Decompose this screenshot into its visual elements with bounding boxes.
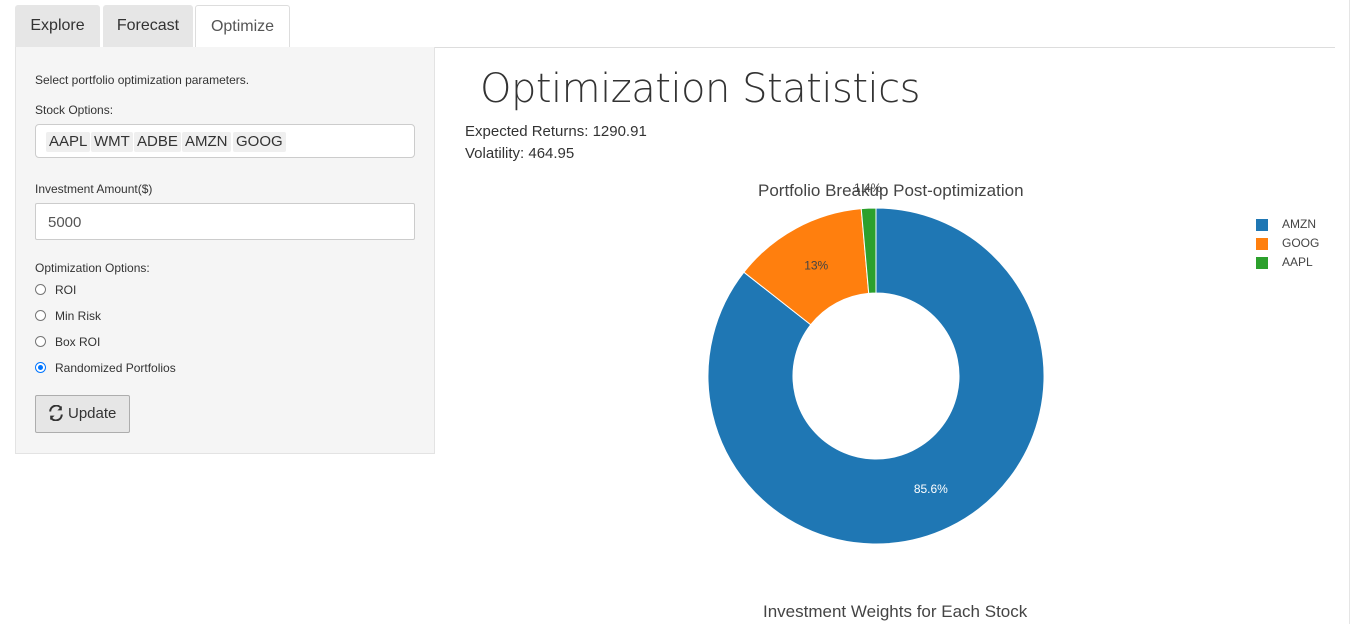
- legend-swatch: [1256, 257, 1268, 269]
- chart2-title: Investment Weights for Each Stock: [763, 602, 1028, 621]
- tab-bar: Explore Forecast Optimize: [15, 5, 1335, 49]
- legend-swatch: [1256, 238, 1268, 250]
- sidebar-intro: Select portfolio optimization parameters…: [35, 73, 250, 87]
- legend-label: AAPL: [1282, 255, 1313, 269]
- radio-button[interactable]: [35, 310, 46, 321]
- optimization-options-label: Optimization Options:: [35, 261, 150, 275]
- update-button-label: Update: [68, 405, 117, 422]
- stock-chip[interactable]: ADBE: [134, 132, 181, 152]
- radio-button[interactable]: [35, 362, 46, 373]
- tab-optimize[interactable]: Optimize: [195, 5, 290, 49]
- slice-amzn[interactable]: [707, 207, 1045, 545]
- stock-chip[interactable]: GOOG: [233, 132, 286, 152]
- stock-chip[interactable]: AMZN: [182, 132, 231, 152]
- radio-label: Box ROI: [55, 335, 101, 349]
- tab-explore[interactable]: Explore: [15, 5, 100, 47]
- radio-label: ROI: [55, 283, 77, 297]
- slice-label-amzn: 85.6%: [914, 482, 948, 496]
- radio-button[interactable]: [35, 336, 46, 347]
- slice-label-goog: 13%: [804, 259, 828, 273]
- legend-label: GOOG: [1282, 236, 1320, 250]
- update-button[interactable]: Update: [35, 395, 130, 433]
- chart-title: Portfolio Breakup Post-optimization: [758, 181, 1024, 200]
- legend-swatch: [1256, 219, 1268, 231]
- expected-returns: Expected Returns: 1290.91: [465, 123, 647, 140]
- page-title: Optimization Statistics: [480, 66, 920, 112]
- refresh-icon: [48, 404, 64, 425]
- stock-chip[interactable]: WMT: [91, 132, 133, 152]
- investment-amount-input[interactable]: 5000: [35, 203, 415, 240]
- stock-options-label: Stock Options:: [35, 103, 114, 117]
- slice-goog[interactable]: [743, 208, 870, 326]
- legend-label: AMZN: [1282, 217, 1316, 231]
- sidebar-panel: Select portfolio optimization parameters…: [15, 47, 435, 454]
- radio-label: Min Risk: [55, 309, 102, 323]
- stock-chip[interactable]: AAPL: [46, 132, 91, 152]
- slice-aapl[interactable]: [860, 207, 877, 294]
- investment-amount-label: Investment Amount($): [35, 182, 153, 196]
- radio-label: Randomized Portfolios: [55, 361, 176, 375]
- stock-select-input[interactable]: AAPL WMT ADBE AMZN GOOG: [35, 124, 415, 158]
- page-divider: [1349, 0, 1350, 624]
- radio-button[interactable]: [35, 284, 46, 295]
- tab-forecast[interactable]: Forecast: [103, 5, 193, 47]
- volatility: Volatility: 464.95: [465, 145, 575, 162]
